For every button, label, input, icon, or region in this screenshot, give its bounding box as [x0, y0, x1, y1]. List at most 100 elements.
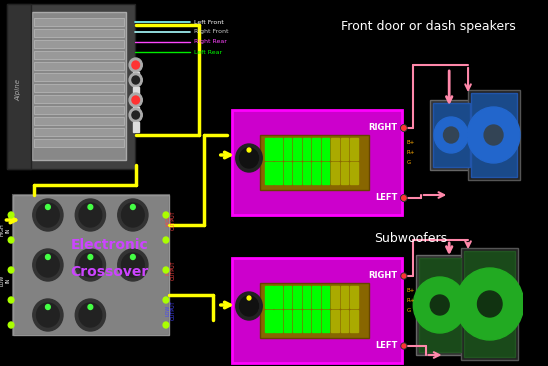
Circle shape: [236, 292, 262, 320]
Circle shape: [401, 195, 407, 201]
Text: B+: B+: [407, 139, 415, 145]
Bar: [312, 162, 320, 184]
Circle shape: [129, 108, 142, 122]
Text: RIGHT: RIGHT: [368, 123, 397, 132]
Bar: [265, 310, 272, 332]
Bar: [293, 310, 301, 332]
Circle shape: [129, 58, 142, 72]
Circle shape: [484, 125, 503, 145]
Circle shape: [129, 93, 142, 107]
Circle shape: [430, 295, 449, 315]
Bar: [265, 162, 272, 184]
Bar: [303, 138, 310, 160]
Bar: [312, 286, 320, 308]
Circle shape: [129, 73, 142, 87]
Text: R+: R+: [407, 149, 415, 154]
Circle shape: [118, 249, 148, 281]
Bar: [34, 139, 124, 147]
Circle shape: [413, 277, 466, 333]
Bar: [34, 95, 124, 103]
Circle shape: [434, 117, 468, 153]
Bar: [34, 73, 124, 81]
Text: LOW
IN: LOW IN: [0, 274, 11, 285]
Bar: [430, 100, 473, 170]
Bar: [322, 286, 329, 308]
Text: Right Rear: Right Rear: [194, 40, 227, 45]
Circle shape: [45, 254, 50, 259]
Bar: [232, 258, 402, 363]
Circle shape: [163, 297, 169, 303]
Text: Alpine: Alpine: [16, 79, 21, 101]
Bar: [7, 4, 31, 169]
Bar: [350, 138, 358, 160]
Bar: [34, 29, 124, 37]
Circle shape: [132, 96, 140, 104]
Circle shape: [37, 303, 59, 327]
Circle shape: [239, 148, 259, 168]
Bar: [303, 162, 310, 184]
Bar: [275, 138, 282, 160]
Bar: [350, 286, 358, 308]
Bar: [260, 135, 369, 190]
Bar: [7, 4, 135, 169]
Circle shape: [75, 299, 105, 331]
Bar: [322, 162, 329, 184]
Circle shape: [402, 196, 406, 200]
Text: HIGH
IN: HIGH IN: [0, 224, 11, 236]
Circle shape: [401, 125, 407, 131]
Circle shape: [8, 212, 14, 218]
Bar: [34, 62, 124, 70]
Bar: [34, 84, 124, 92]
Circle shape: [401, 195, 407, 201]
Text: Left Front: Left Front: [194, 19, 224, 25]
Bar: [331, 162, 339, 184]
Bar: [133, 122, 139, 132]
Circle shape: [456, 268, 524, 340]
Bar: [312, 138, 320, 160]
Circle shape: [467, 107, 520, 163]
Bar: [34, 106, 124, 114]
Bar: [133, 107, 139, 117]
Bar: [32, 12, 126, 160]
Circle shape: [45, 305, 50, 310]
Bar: [133, 87, 139, 97]
Bar: [312, 310, 320, 332]
Circle shape: [163, 267, 169, 273]
Circle shape: [163, 322, 169, 328]
Bar: [34, 128, 124, 136]
Bar: [284, 286, 292, 308]
Circle shape: [402, 126, 406, 130]
Text: Subwoofers: Subwoofers: [374, 232, 447, 245]
Bar: [34, 51, 124, 59]
Circle shape: [8, 297, 14, 303]
Bar: [461, 248, 518, 360]
Circle shape: [79, 253, 102, 277]
Bar: [322, 310, 329, 332]
Circle shape: [401, 343, 407, 349]
Circle shape: [130, 254, 135, 259]
Text: Crossover: Crossover: [70, 265, 149, 279]
Text: Electronic: Electronic: [70, 238, 148, 252]
Bar: [265, 138, 272, 160]
Circle shape: [33, 199, 63, 231]
Circle shape: [132, 61, 140, 69]
Circle shape: [402, 126, 406, 130]
Circle shape: [122, 253, 144, 277]
Text: RIGHT: RIGHT: [368, 272, 397, 280]
Circle shape: [122, 203, 144, 227]
Circle shape: [236, 144, 262, 172]
Bar: [331, 310, 339, 332]
Bar: [265, 286, 272, 308]
Text: Right Front: Right Front: [194, 30, 229, 34]
Circle shape: [247, 148, 251, 152]
Circle shape: [118, 199, 148, 231]
Circle shape: [8, 267, 14, 273]
Bar: [293, 138, 301, 160]
Text: MID
OUTPUT: MID OUTPUT: [165, 260, 176, 280]
Bar: [293, 162, 301, 184]
Circle shape: [45, 205, 50, 209]
Bar: [284, 138, 292, 160]
Circle shape: [402, 196, 406, 200]
Circle shape: [401, 125, 407, 131]
Bar: [303, 286, 310, 308]
